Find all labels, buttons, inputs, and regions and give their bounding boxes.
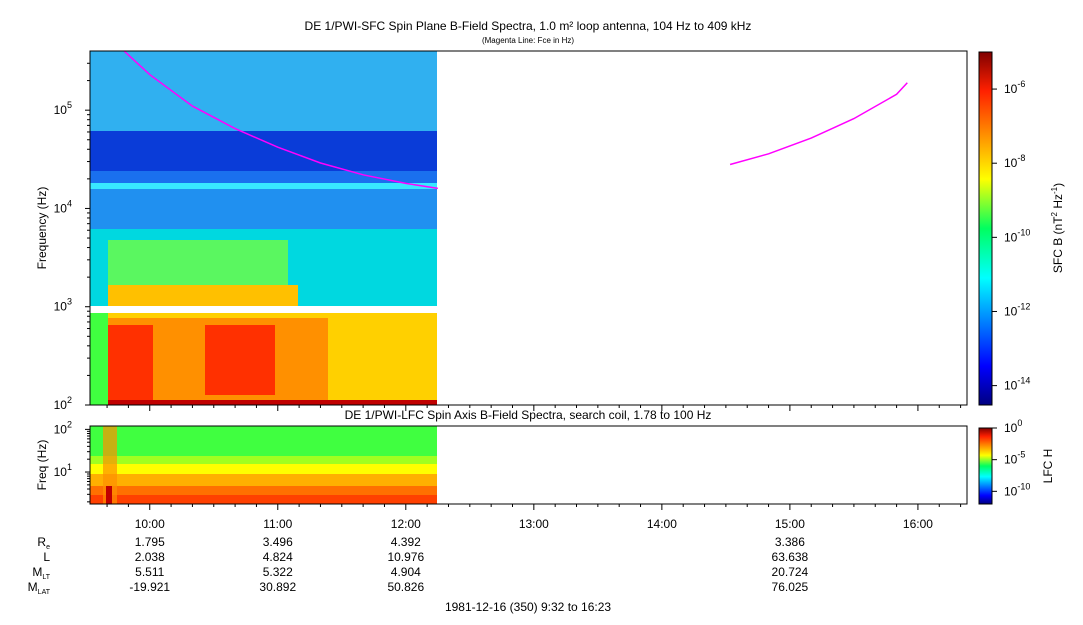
ephemeris-row-label: MLAT bbox=[28, 580, 51, 596]
ephemeris-value: 63.638 bbox=[772, 550, 809, 564]
bottom-spectrogram bbox=[90, 426, 437, 504]
time-tick-label: 10:00 bbox=[135, 517, 165, 531]
top-ytick-label: 105 bbox=[54, 100, 72, 117]
top-colorbar-ticks: 10-6 10-8 10-10 10-12 10-14 bbox=[992, 79, 1030, 393]
colorbar-tick-label: 10-8 bbox=[1004, 153, 1025, 170]
bottom-ytick-label: 101 bbox=[54, 462, 72, 479]
top-fce-line bbox=[123, 51, 908, 190]
top-ytick-label: 103 bbox=[54, 297, 72, 314]
bottom-panel-title: DE 1/PWI-LFC Spin Axis B-Field Spectra, … bbox=[345, 408, 712, 422]
top-ytick-label: 102 bbox=[54, 395, 72, 412]
ephemeris-value: 5.322 bbox=[263, 565, 293, 579]
ephemeris-row-label: MLT bbox=[32, 565, 50, 581]
ephemeris-row-label: Re bbox=[37, 535, 50, 551]
time-tick-label: 12:00 bbox=[391, 517, 421, 531]
top-ytick-label: 104 bbox=[54, 198, 72, 215]
bottom-colorbar-label: LFC H bbox=[1041, 449, 1055, 484]
time-tick-label: 11:00 bbox=[263, 517, 292, 531]
ephemeris-value: 4.824 bbox=[263, 550, 293, 564]
top-y-axis: 102 103 104 105 bbox=[54, 62, 90, 412]
ephemeris-value: 30.892 bbox=[259, 580, 296, 594]
colorbar-tick-label: 10-14 bbox=[1004, 376, 1030, 393]
footer-date-range: 1981-12-16 (350) 9:32 to 16:23 bbox=[445, 600, 611, 614]
top-panel-subtitle: (Magenta Line: Fce in Hz) bbox=[482, 36, 574, 45]
ephemeris-value: 50.826 bbox=[387, 580, 424, 594]
bottom-ytick-label: 102 bbox=[54, 419, 72, 436]
fce-line-segment bbox=[729, 82, 908, 166]
top-plot-frame bbox=[89, 50, 968, 406]
top-colorbar bbox=[978, 51, 993, 406]
bottom-y-axis: 101 102 bbox=[54, 419, 90, 503]
time-tick-label: 16:00 bbox=[903, 517, 933, 531]
ephemeris-value: 2.038 bbox=[135, 550, 165, 564]
colorbar-tick-label: 10-5 bbox=[1004, 450, 1025, 467]
fce-line-segment bbox=[123, 51, 438, 190]
top-panel-title: DE 1/PWI-SFC Spin Plane B-Field Spectra,… bbox=[305, 19, 752, 33]
colorbar-tick-label: 10-10 bbox=[1004, 227, 1030, 244]
top-spectrogram bbox=[90, 51, 437, 405]
ephemeris-value: 1.795 bbox=[135, 535, 165, 549]
ephemeris-table: Re 1.795 3.496 4.392 3.386 L 2.038 4.824 10.976 6… bbox=[28, 535, 809, 596]
top-colorbar-label: SFC B (nT2 Hz-1) bbox=[1050, 183, 1065, 273]
ephemeris-value: 4.392 bbox=[391, 535, 421, 549]
time-tick-label: 15:00 bbox=[775, 517, 805, 531]
colorbar-tick-label: 10-6 bbox=[1004, 79, 1025, 96]
time-axis: 10:00 11:00 12:00 13:00 14:00 15:00 16:00 bbox=[106, 405, 962, 531]
top-y-axis-label: Frequency (Hz) bbox=[35, 187, 49, 270]
time-tick-label: 14:00 bbox=[647, 517, 677, 531]
ephemeris-value: 10.976 bbox=[387, 550, 424, 564]
ephemeris-row-label: L bbox=[43, 550, 50, 564]
bottom-colorbar bbox=[978, 427, 993, 505]
time-tick-label: 13:00 bbox=[519, 517, 549, 531]
bottom-y-axis-label: Freq (Hz) bbox=[35, 440, 49, 491]
ephemeris-value: 76.025 bbox=[772, 580, 809, 594]
colorbar-tick-label: 10-10 bbox=[1004, 481, 1030, 498]
ephemeris-value: 3.386 bbox=[775, 535, 805, 549]
ephemeris-value: 20.724 bbox=[772, 565, 809, 579]
bottom-colorbar-ticks: 100 10-5 10-10 bbox=[992, 418, 1030, 498]
colorbar-tick-label: 100 bbox=[1004, 418, 1022, 435]
ephemeris-value: -19.921 bbox=[129, 580, 170, 594]
bottom-plot-frame bbox=[89, 425, 968, 505]
colorbar-tick-label: 10-12 bbox=[1004, 301, 1030, 318]
ephemeris-value: 3.496 bbox=[263, 535, 293, 549]
ephemeris-value: 4.904 bbox=[391, 565, 421, 579]
ephemeris-value: 5.511 bbox=[135, 565, 164, 579]
